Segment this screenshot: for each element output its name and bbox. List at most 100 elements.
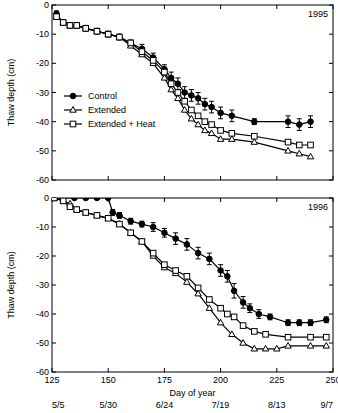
marker: [67, 23, 73, 29]
y-tick: [52, 5, 56, 6]
y-tick: [52, 372, 56, 373]
error-cap: [196, 104, 201, 105]
error-cap: [247, 303, 252, 304]
error-cap: [202, 110, 207, 111]
error-cap: [241, 296, 246, 297]
x-tick: [108, 176, 109, 180]
marker: [263, 332, 269, 338]
error-bar: [106, 31, 111, 37]
y-tick: [329, 372, 333, 373]
x-tick: [220, 5, 221, 9]
marker: [296, 142, 302, 148]
marker: [323, 343, 329, 349]
error-bar: [151, 223, 156, 232]
error-bar: [173, 233, 178, 245]
marker: [240, 300, 246, 306]
error-cap: [218, 107, 223, 108]
error-cap: [162, 228, 167, 229]
marker: [208, 130, 214, 136]
error-bar: [286, 320, 291, 326]
error-cap: [209, 101, 214, 102]
marker: [60, 19, 66, 25]
y-tick: [52, 314, 56, 315]
error-bar: [247, 304, 252, 313]
y-tick: [329, 314, 333, 315]
marker: [127, 229, 133, 235]
marker: [175, 90, 181, 96]
error-cap: [169, 72, 174, 73]
x-tick: [164, 198, 165, 202]
marker: [52, 198, 57, 201]
marker: [116, 221, 122, 227]
marker: [285, 320, 291, 326]
plot-frame: [52, 5, 333, 180]
marker: [296, 320, 302, 326]
marker: [217, 319, 223, 325]
marker: [52, 198, 57, 200]
marker: [323, 317, 329, 323]
marker: [285, 343, 291, 349]
marker: [74, 206, 80, 212]
y-tick-label: -40: [36, 117, 49, 127]
marker: [285, 147, 291, 153]
plot-area: [53, 11, 313, 159]
error-bar: [297, 119, 302, 131]
marker: [229, 331, 235, 337]
x-tick: [220, 198, 221, 202]
marker: [117, 221, 123, 227]
y-tick: [329, 256, 333, 257]
error-cap: [173, 244, 178, 245]
marker: [307, 343, 313, 349]
marker: [94, 212, 100, 218]
error-bar: [74, 23, 79, 29]
marker: [252, 329, 258, 335]
date-label: 5/5: [52, 400, 65, 410]
marker: [267, 314, 273, 320]
marker: [323, 334, 329, 340]
error-cap: [225, 282, 230, 283]
marker: [182, 98, 188, 104]
error-bar: [308, 320, 313, 326]
y-tick: [52, 285, 56, 286]
series-line: [56, 17, 310, 145]
error-cap: [256, 309, 261, 310]
x-tick-label: 125: [44, 375, 59, 385]
marker: [251, 345, 257, 351]
marker: [247, 305, 253, 311]
marker: [307, 153, 313, 159]
x-tick-label: 150: [101, 375, 116, 385]
error-cap: [162, 237, 167, 238]
marker: [209, 122, 215, 128]
error-bar: [175, 78, 180, 90]
marker: [110, 210, 116, 216]
y-tick-label: -30: [36, 88, 49, 98]
marker: [74, 207, 80, 213]
marker: [308, 320, 314, 326]
error-bar: [117, 213, 122, 219]
error-cap: [308, 127, 313, 128]
error-cap: [232, 283, 237, 284]
y-tick: [329, 343, 333, 344]
marker: [67, 23, 73, 29]
panel-title: 1996: [308, 202, 328, 212]
marker: [74, 23, 80, 29]
series-line: [54, 198, 326, 349]
error-bar: [128, 40, 133, 46]
error-cap: [218, 276, 223, 277]
error-cap: [182, 86, 187, 87]
error-cap: [232, 298, 237, 299]
marker: [60, 198, 66, 203]
marker: [181, 107, 187, 113]
error-cap: [196, 258, 201, 259]
marker: [202, 101, 208, 107]
marker: [94, 213, 100, 219]
marker: [285, 139, 291, 145]
marker: [72, 198, 78, 201]
marker: [116, 34, 122, 40]
marker: [162, 230, 168, 236]
error-bar: [139, 221, 144, 227]
y-tick-label: -50: [36, 146, 49, 156]
marker: [195, 285, 201, 291]
marker: [117, 213, 123, 219]
error-bar: [229, 110, 234, 122]
